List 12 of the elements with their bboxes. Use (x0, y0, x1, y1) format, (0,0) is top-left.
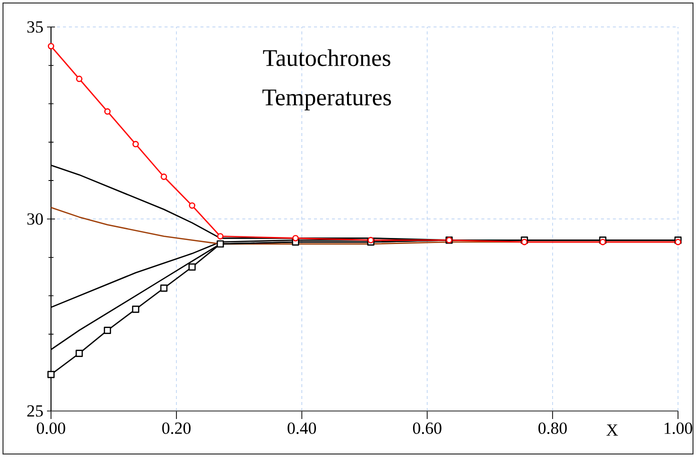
x-tick-label: 0.00 (36, 422, 66, 434)
text: Temperatures (262, 90, 391, 110)
y-tick-label: 25 (27, 405, 43, 417)
x-tick-label: 0.40 (288, 422, 316, 434)
x-tick-label: 0.20 (162, 422, 191, 434)
text: Tautochrones (263, 49, 390, 66)
y-tick-label: 30 (27, 213, 43, 225)
x-tick-label: 0.80 (538, 422, 567, 434)
y-tick-label: 35 (27, 21, 43, 33)
x-axis-title: X (606, 424, 618, 436)
x-tick-label: 1.00 (664, 422, 692, 434)
x-tick-label: 0.60 (413, 422, 442, 434)
